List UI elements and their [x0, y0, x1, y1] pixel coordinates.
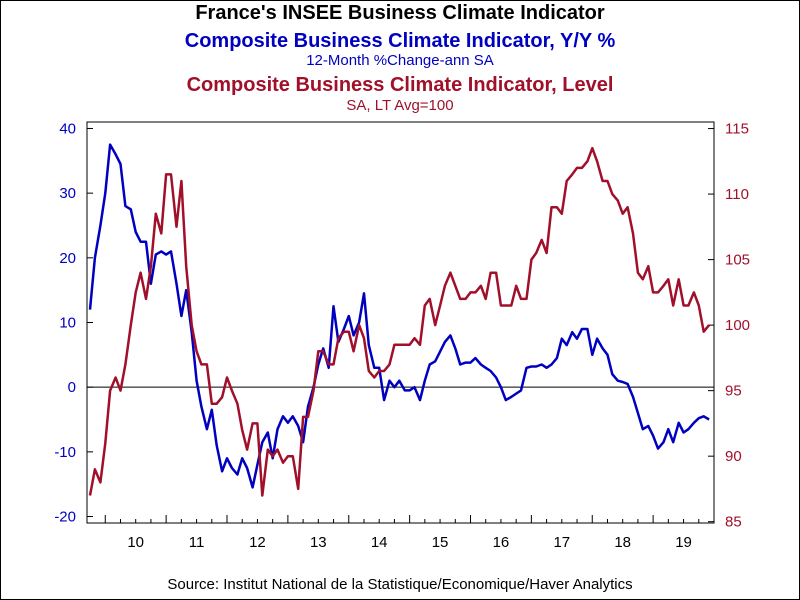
series-2-title: Composite Business Climate Indicator, Le…	[186, 74, 614, 96]
left-axis-tick-label: -10	[54, 444, 76, 461]
left-axis-tick-label: 0	[68, 379, 76, 396]
right-axis-tick-label: 90	[725, 448, 742, 465]
x-axis-tick-label: 16	[493, 534, 510, 551]
right-axis-tick-label: 115	[725, 121, 749, 138]
right-axis-tick-label: 100	[725, 317, 750, 334]
series-1-subtitle: 12-Month %Change-ann SA	[306, 52, 494, 69]
yoy-change-line	[88, 143, 710, 489]
left-axis-tick-label: 20	[59, 250, 76, 267]
left-axis-tick-label: -20	[54, 509, 76, 526]
series-2-subtitle: SA, LT Avg=100	[346, 97, 454, 114]
x-axis-tick-label: 12	[249, 534, 266, 551]
source-note: Source: Institut National de la Statisti…	[167, 576, 633, 593]
left-axis-tick-label: 30	[59, 185, 76, 202]
left-axis-tick-label: 10	[59, 315, 76, 332]
x-axis-tick-label: 10	[127, 534, 144, 551]
series-1-title: Composite Business Climate Indicator, Y/…	[184, 30, 616, 52]
x-axis-tick-label: 11	[189, 534, 205, 551]
x-axis-tick-label: 19	[675, 534, 692, 551]
x-axis-tick-label: 17	[553, 534, 570, 551]
level-line	[88, 146, 711, 497]
chart-title: France's INSEE Business Climate Indicato…	[195, 2, 605, 24]
x-axis-tick-label: 14	[371, 534, 388, 551]
x-axis-tick-label: 15	[432, 534, 449, 551]
right-axis-tick-label: 85	[725, 514, 742, 531]
x-axis-tick-label: 13	[310, 534, 327, 551]
right-axis-tick-label: 105	[725, 252, 750, 269]
right-axis-tick-label: 110	[725, 186, 749, 203]
x-axis-tick-label: 18	[614, 534, 631, 551]
right-axis-tick-label: 95	[725, 383, 742, 400]
left-axis-tick-label: 40	[59, 120, 76, 137]
